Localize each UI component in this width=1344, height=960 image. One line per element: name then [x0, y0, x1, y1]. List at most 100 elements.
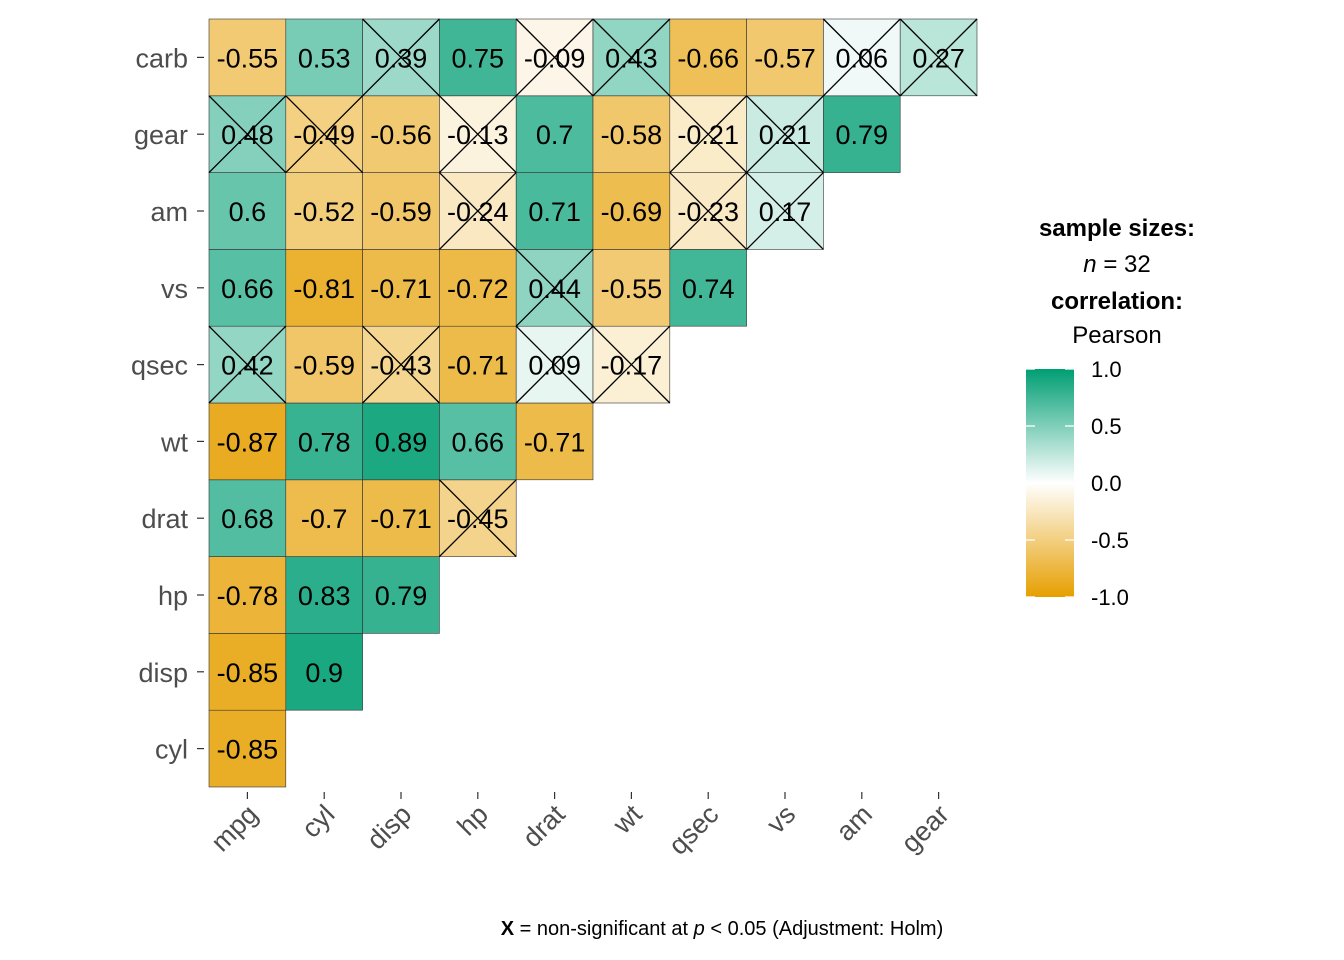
- heatmap-cell-mpg-hp: -0.78: [208, 556, 287, 634]
- nonsig-cross-mpg-gear: [208, 95, 287, 174]
- heatmap-cell-hp-qsec: -0.71: [439, 325, 517, 404]
- cell-tile-hp-carb: [439, 18, 517, 97]
- heatmap-cell-hp-wt: 0.66: [439, 402, 517, 481]
- heatmap-cell-cyl-drat: -0.7: [285, 479, 363, 557]
- cell-label-hp-drat: -0.45: [447, 504, 509, 534]
- cell-label-mpg-cyl: -0.85: [217, 735, 279, 765]
- heatmap-cell-wt-vs: -0.55: [592, 249, 671, 327]
- cell-label-drat-vs: 0.44: [528, 274, 581, 304]
- cell-label-mpg-carb: -0.55: [217, 43, 279, 73]
- cell-label-disp-carb: 0.39: [375, 43, 428, 73]
- nonsig-cross-qsec-am: [669, 172, 748, 250]
- heatmap-cell-cyl-vs: -0.81: [285, 249, 363, 327]
- heatmap-cell-drat-am: 0.71: [515, 172, 594, 250]
- cell-label-drat-wt: -0.71: [524, 427, 586, 457]
- cell-tile-mpg-vs: [208, 249, 287, 327]
- y-tick-label-carb: carb: [135, 43, 188, 73]
- heatmap-cell-vs-carb: -0.57: [746, 18, 824, 97]
- nonsig-cross-drat-qsec: [515, 325, 594, 404]
- caption: X = non-significant at p < 0.05 (Adjustm…: [501, 918, 943, 940]
- cell-tile-disp-am: [362, 172, 440, 250]
- legend-tick-label--1.0: -1.0: [1091, 585, 1129, 610]
- heatmap-cell-qsec-carb: -0.66: [669, 18, 747, 97]
- y-tick-label-hp: hp: [158, 581, 188, 611]
- y-axis: cyl disp hp drat wt qsec vs am gear carb: [131, 43, 204, 765]
- cell-tile-cyl-carb: [285, 18, 363, 97]
- x-tick-label-mpg: mpg: [205, 799, 263, 857]
- cell-label-mpg-vs: 0.66: [221, 274, 274, 304]
- x-tick-label-gear: gear: [895, 799, 954, 858]
- heatmap-cell-mpg-am: 0.6: [208, 172, 287, 250]
- y-tick-label-cyl: cyl: [155, 735, 188, 765]
- heatmap-cell-qsec-vs: 0.74: [669, 249, 747, 327]
- cell-label-cyl-am: -0.52: [293, 197, 355, 227]
- legend-tick-label-1.0: 1.0: [1091, 357, 1122, 382]
- cell-label-wt-vs: -0.55: [601, 274, 663, 304]
- cell-label-disp-drat: -0.71: [370, 504, 432, 534]
- legend-correlation-method: Pearson: [1072, 322, 1161, 349]
- cell-tile-disp-wt: [362, 402, 440, 481]
- cell-tile-disp-gear: [362, 95, 440, 173]
- cell-tile-mpg-cyl: [208, 709, 287, 788]
- cell-tile-cyl-am: [285, 172, 363, 250]
- cell-tile-mpg-drat: [208, 479, 287, 557]
- cell-tile-vs-carb: [746, 18, 824, 97]
- heatmap-cell-wt-gear: -0.58: [592, 95, 671, 173]
- y-tick-label-gear: gear: [134, 120, 188, 150]
- heatmap-cell-mpg-disp: -0.85: [208, 633, 287, 711]
- cell-label-gear-carb: 0.27: [912, 43, 965, 73]
- cell-label-drat-carb: -0.09: [524, 43, 586, 73]
- cell-tile-qsec-carb: [669, 18, 747, 97]
- cell-tile-cyl-qsec: [285, 325, 363, 404]
- x-tick-label-qsec: qsec: [663, 799, 725, 861]
- cell-label-vs-carb: -0.57: [754, 43, 816, 73]
- legend: sample sizes: n = 32 correlation: Pearso…: [1026, 215, 1195, 610]
- y-tick-label-qsec: qsec: [131, 351, 188, 381]
- nonsig-cross-cyl-gear: [285, 95, 364, 174]
- cell-label-cyl-hp: 0.83: [298, 581, 351, 611]
- nonsig-cross-disp-qsec: [362, 325, 440, 404]
- x-tick-label-wt: wt: [607, 799, 648, 840]
- legend-n-value: = 32: [1097, 251, 1151, 278]
- cell-label-hp-qsec: -0.71: [447, 351, 509, 381]
- cell-tile-cyl-vs: [285, 249, 363, 327]
- cell-label-mpg-qsec: 0.42: [221, 351, 274, 381]
- heatmap-cell-cyl-hp: 0.83: [285, 556, 363, 634]
- nonsig-cross-drat-carb: [515, 18, 594, 97]
- y-tick-label-wt: wt: [160, 427, 188, 457]
- x-tick-label-cyl: cyl: [296, 799, 341, 844]
- caption-p-symbol: p: [693, 918, 705, 940]
- legend-sample-sizes-heading: sample sizes:: [1039, 215, 1195, 242]
- cell-label-mpg-drat: 0.68: [221, 504, 274, 534]
- nonsig-cross-am-carb: [822, 18, 901, 97]
- cell-label-wt-carb: 0.43: [605, 43, 658, 73]
- nonsig-cross-qsec-gear: [669, 95, 748, 174]
- cell-tile-mpg-hp: [208, 556, 287, 634]
- cell-label-mpg-disp: -0.85: [217, 658, 279, 688]
- caption-text-2: < 0.05 (Adjustment: Holm): [705, 918, 943, 940]
- heatmap-cell-disp-gear: -0.56: [362, 95, 440, 173]
- heatmap-cell-disp-wt: 0.89: [362, 402, 440, 481]
- heatmap-cell-disp-am: -0.59: [362, 172, 440, 250]
- cell-label-cyl-vs: -0.81: [293, 274, 355, 304]
- cell-label-cyl-disp: 0.9: [305, 658, 343, 688]
- cell-label-hp-carb: 0.75: [452, 43, 505, 73]
- cell-label-cyl-qsec: -0.59: [293, 351, 355, 381]
- heatmap-cell-cyl-carb: 0.53: [285, 18, 363, 97]
- nonsig-cross-hp-am: [438, 172, 517, 250]
- y-tick-label-drat: drat: [141, 504, 188, 534]
- x-tick-label-am: am: [830, 799, 878, 847]
- x-tick-label-hp: hp: [452, 799, 494, 841]
- cell-label-hp-wt: 0.66: [452, 427, 505, 457]
- heatmap-cell-hp-vs: -0.72: [439, 249, 517, 327]
- cell-label-drat-qsec: 0.09: [528, 351, 581, 381]
- cell-label-qsec-am: -0.23: [677, 197, 739, 227]
- cell-label-cyl-wt: 0.78: [298, 427, 351, 457]
- cell-tile-cyl-hp: [285, 556, 363, 634]
- heatmap-cell-drat-wt: -0.71: [515, 402, 594, 481]
- y-tick-label-disp: disp: [138, 658, 188, 688]
- cell-label-wt-qsec: -0.17: [601, 351, 663, 381]
- nonsig-cross-wt-carb: [592, 18, 671, 97]
- heatmap-cell-mpg-drat: 0.68: [208, 479, 287, 557]
